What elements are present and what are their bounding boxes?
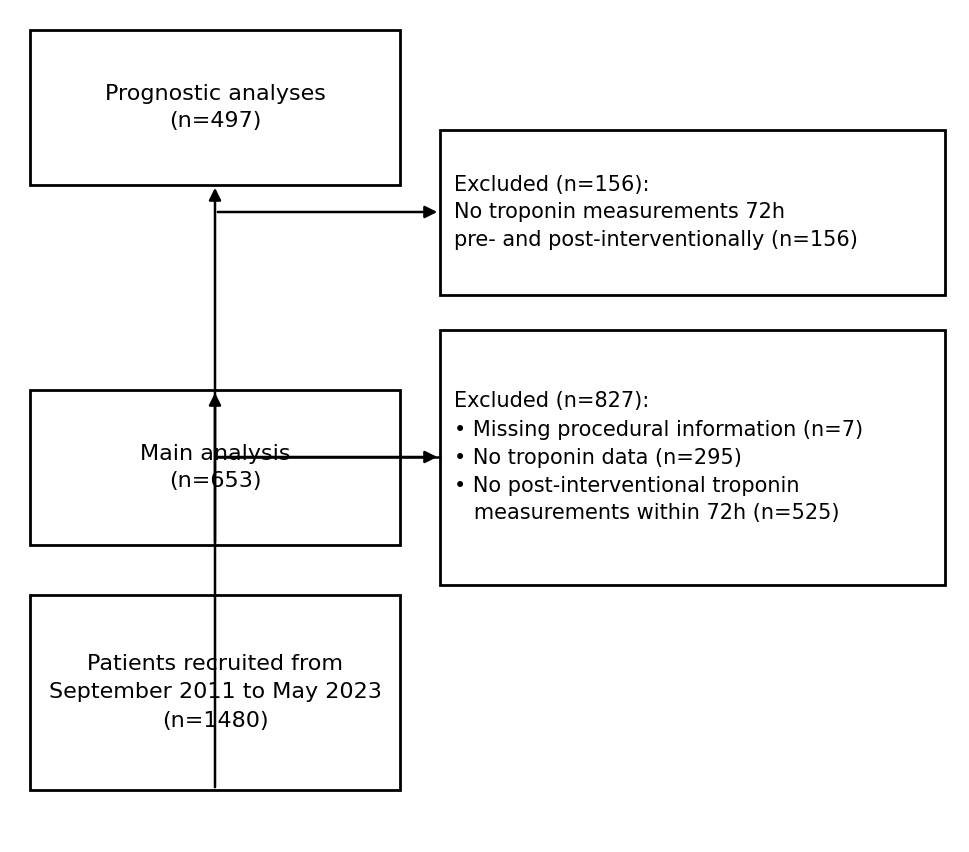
Bar bbox=[30, 390, 399, 545]
Bar bbox=[30, 30, 399, 185]
Bar bbox=[440, 330, 944, 585]
Text: Main analysis
(n=653): Main analysis (n=653) bbox=[140, 444, 290, 492]
Text: Excluded (n=827):
• Missing procedural information (n=7)
• No troponin data (n=2: Excluded (n=827): • Missing procedural i… bbox=[453, 392, 862, 523]
Bar bbox=[440, 130, 944, 295]
Text: Prognostic analyses
(n=497): Prognostic analyses (n=497) bbox=[105, 83, 326, 131]
Text: Patients recruited from
September 2011 to May 2023
(n=1480): Patients recruited from September 2011 t… bbox=[48, 654, 381, 730]
Text: Excluded (n=156):
No troponin measurements 72h
pre- and post-interventionally (n: Excluded (n=156): No troponin measuremen… bbox=[453, 175, 857, 250]
Bar bbox=[30, 595, 399, 790]
